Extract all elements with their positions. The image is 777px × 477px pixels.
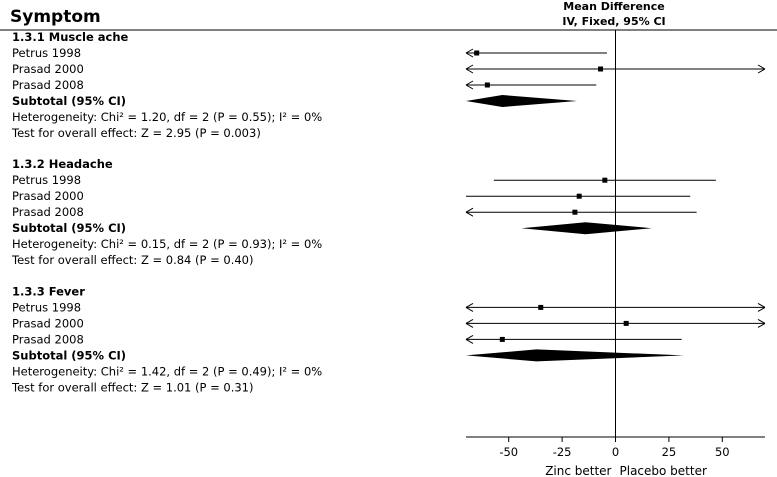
subtotal-label: Subtotal (95% CI) — [12, 94, 126, 108]
overall-effect-text: Test for overall effect: Z = 2.95 (P = 0… — [11, 126, 261, 140]
x-tick-label: 25 — [662, 445, 677, 459]
ci-arrow-left — [465, 302, 474, 312]
point-estimate — [538, 304, 544, 310]
group-title: 1.3.1 Muscle ache — [12, 30, 129, 44]
point-estimate — [602, 177, 608, 183]
study-name: Prasad 2000 — [12, 189, 84, 203]
x-tick-label: 0 — [612, 445, 619, 459]
study-name: Prasad 2008 — [12, 332, 84, 346]
point-estimate — [499, 336, 505, 342]
subtotal-diamond — [466, 349, 684, 362]
study-name: Prasad 2008 — [12, 205, 84, 219]
ci-arrow-left — [465, 64, 474, 74]
ci-arrow-left — [465, 318, 474, 328]
study-name: Petrus 1998 — [12, 173, 81, 187]
left-direction-label: Zinc better — [545, 464, 611, 477]
right-direction-label: Placebo better — [620, 464, 707, 477]
heterogeneity-text: Heterogeneity: Chi² = 0.15, df = 2 (P = … — [12, 237, 322, 251]
subtotal-label: Subtotal (95% CI) — [12, 348, 126, 362]
study-name: Petrus 1998 — [12, 46, 81, 60]
ci-arrow-left — [465, 207, 474, 217]
x-axis: -50 -25 0 25 50 Zinc better Placebo better — [466, 436, 765, 477]
subtotal-label: Subtotal (95% CI) — [12, 221, 126, 235]
overall-effect-text: Test for overall effect: Z = 1.01 (P = 0… — [11, 380, 254, 394]
study-name: Petrus 1998 — [12, 300, 81, 314]
x-tick-label: -50 — [499, 445, 518, 459]
ci-arrow-right — [757, 318, 766, 328]
point-estimate — [598, 66, 604, 72]
x-tick-label: 50 — [715, 445, 730, 459]
point-estimate — [576, 193, 582, 199]
ci-arrow-left — [465, 80, 474, 90]
ci-arrow-right — [757, 302, 766, 312]
point-estimate — [572, 209, 578, 215]
point-estimate — [484, 82, 490, 88]
heterogeneity-text: Heterogeneity: Chi² = 1.20, df = 2 (P = … — [12, 110, 322, 124]
column-header-symptom: Symptom — [10, 7, 101, 27]
group-title: 1.3.2 Headache — [12, 157, 113, 171]
ci-arrow-right — [757, 64, 766, 74]
study-name: Prasad 2000 — [12, 62, 84, 76]
x-tick-label: -25 — [553, 445, 572, 459]
subtotal-diamond — [521, 222, 652, 235]
heterogeneity-text: Heterogeneity: Chi² = 1.42, df = 2 (P = … — [12, 364, 322, 378]
point-estimate — [474, 50, 480, 56]
ci-arrow-left — [465, 334, 474, 344]
study-name: Prasad 2000 — [12, 316, 84, 330]
overall-effect-text: Test for overall effect: Z = 0.84 (P = 0… — [11, 253, 254, 267]
point-estimate — [623, 320, 629, 326]
effect-title-line2: IV, Fixed, 95% CI — [562, 15, 665, 28]
effect-title-line1: Mean Difference — [563, 0, 664, 13]
subtotal-diamond — [466, 95, 578, 107]
group-title: 1.3.3 Fever — [12, 284, 85, 298]
study-name: Prasad 2008 — [12, 78, 84, 92]
forest-rows: 1.3.1 Muscle ache Petrus 1998 Prasad 2000 P… — [11, 30, 766, 437]
ci-arrow-left — [465, 48, 474, 58]
